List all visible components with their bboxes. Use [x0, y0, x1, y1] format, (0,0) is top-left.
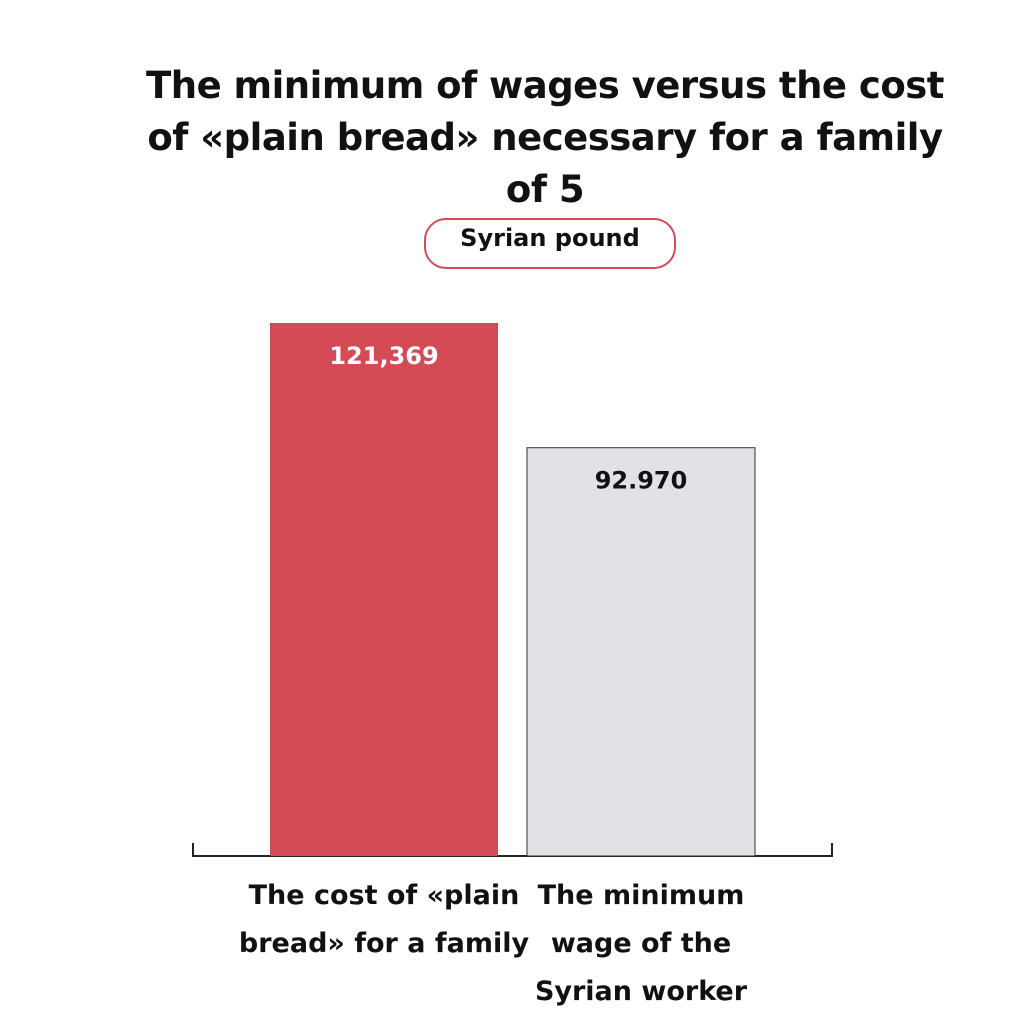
- unit-label: Syrian pound: [424, 218, 676, 269]
- value-label: 121,369: [329, 342, 438, 370]
- bar: [526, 447, 756, 857]
- bar: [270, 323, 498, 856]
- category-label: The cost of «plain bread» for a family: [238, 880, 530, 959]
- category-label: The minimum wage of the Syrian worker: [534, 880, 748, 1007]
- x-axis: [192, 843, 833, 857]
- chart-title: The minimum of wages versus the cost of …: [146, 64, 944, 211]
- value-label: 92.970: [595, 467, 688, 495]
